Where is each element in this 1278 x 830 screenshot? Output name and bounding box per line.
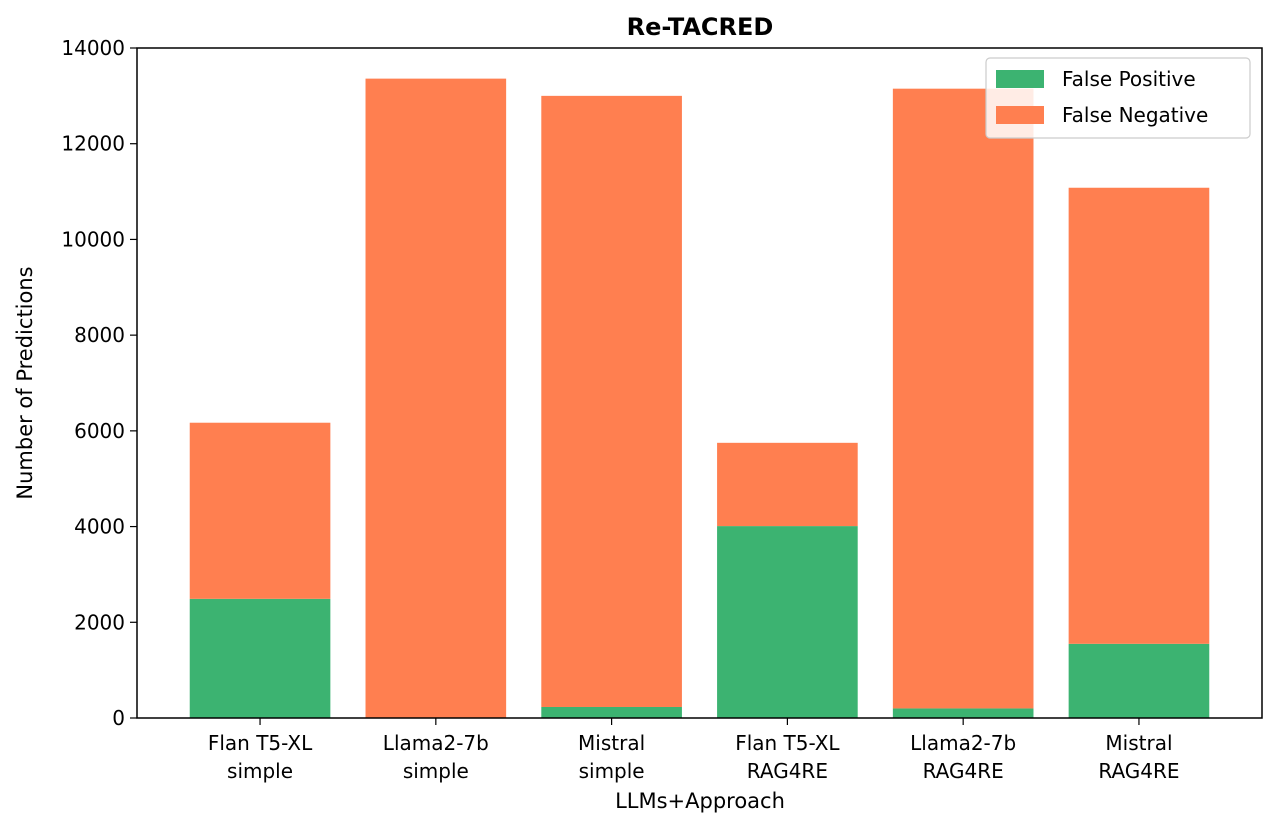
y-tick-label: 6000 (74, 419, 125, 443)
y-tick-label: 10000 (61, 227, 125, 251)
x-axis: Flan T5-XL simple Llama2-7b simple Mistral si… (208, 718, 1180, 783)
y-tick-label: 12000 (61, 132, 125, 156)
bar-false-positive-3 (717, 526, 858, 718)
bars-group (189, 78, 1210, 719)
x-tick-label: Llama2-7b RAG4RE (910, 731, 1016, 783)
legend-swatch-1 (996, 106, 1044, 124)
bar-false-positive-0 (189, 598, 331, 718)
bar-false-negative-2 (541, 95, 682, 707)
bar-false-positive-4 (892, 708, 1034, 718)
y-tick-label: 2000 (74, 610, 125, 634)
y-tick-label: 8000 (74, 323, 125, 347)
legend-box (985, 57, 1251, 139)
x-tick-label: Flan T5-XL simple (208, 731, 313, 783)
y-tick-label: 0 (112, 706, 125, 730)
x-axis-label: LLMs+Approach (615, 789, 785, 813)
y-tick-label: 14000 (61, 36, 125, 60)
bar-false-negative-5 (1068, 187, 1210, 644)
legend-label-1: False Negative (1062, 103, 1208, 127)
chart-title: Re-TACRED (627, 13, 774, 41)
bar-false-negative-0 (189, 422, 331, 599)
plot-frame (136, 47, 1263, 719)
bar-false-positive-2 (541, 706, 682, 718)
x-tick-label: Mistral simple (578, 731, 645, 783)
y-tick-label: 4000 (74, 515, 125, 539)
legend: False Positive False Negative (985, 57, 1251, 139)
x-tick-label: Llama2-7b simple (383, 731, 489, 783)
bar-false-negative-4 (892, 88, 1034, 709)
bar-false-positive-5 (1068, 643, 1210, 718)
x-tick-label: Mistral RAG4RE (1098, 731, 1179, 783)
bar-false-negative-3 (717, 442, 858, 527)
legend-label-0: False Positive (1062, 67, 1196, 91)
y-axis-label: Number of Predictions (13, 266, 37, 499)
y-axis: 0 2000 4000 6000 8000 10000 12000 14000 (61, 36, 137, 730)
bar-false-negative-1 (365, 78, 507, 719)
x-tick-label: Flan T5-XL RAG4RE (735, 731, 840, 783)
legend-swatch-0 (996, 70, 1044, 88)
